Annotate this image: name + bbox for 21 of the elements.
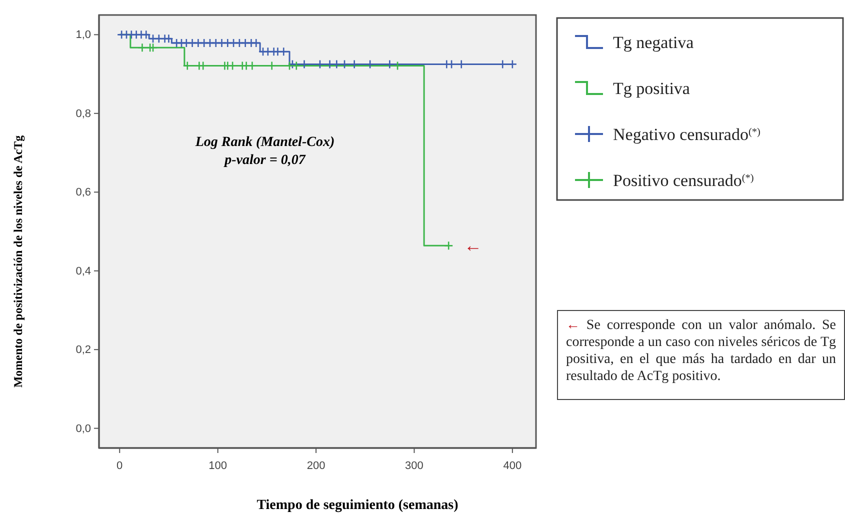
x-tick-label: 200: [306, 460, 326, 472]
x-tick-label: 100: [208, 460, 228, 472]
annotation: Log Rank (Mantel-Cox): [194, 135, 335, 150]
y-tick-label: 0,2: [76, 344, 91, 356]
y-tick-label: 0,6: [76, 186, 91, 199]
annotation: p-valor = 0,07: [224, 153, 306, 168]
x-tick-label: 0: [116, 460, 123, 472]
annotation: ←: [464, 235, 482, 256]
x-tick-label: 400: [503, 460, 522, 472]
text: ← Se corresponde con un valor anómalo. Se corresponde a un caso con niveles séricos de Tg positiva, en el que más ha tardado en dar un resultado de AcTg positivo.: [566, 318, 836, 384]
x-tick-label: 300: [405, 460, 424, 472]
legend-label: Tg negativa: [613, 32, 694, 52]
legend-label: Positivo censurado$^{(*)}$: [613, 170, 754, 190]
y-tick-label: 0,4: [76, 265, 91, 278]
legend-label: Tg positiva: [613, 78, 690, 98]
x-axis-title: Tiempo de seguimiento (semanas): [256, 498, 459, 513]
y-axis-title: Momento de positivización de los niveles de AcTg: [11, 135, 25, 388]
y-tick-label: 0,8: [76, 108, 91, 120]
legend-label: Negativo censurado$^{(*)}$: [613, 124, 760, 144]
y-tick-label: 0,0: [76, 422, 91, 435]
y-tick-label: 1,0: [76, 29, 91, 42]
